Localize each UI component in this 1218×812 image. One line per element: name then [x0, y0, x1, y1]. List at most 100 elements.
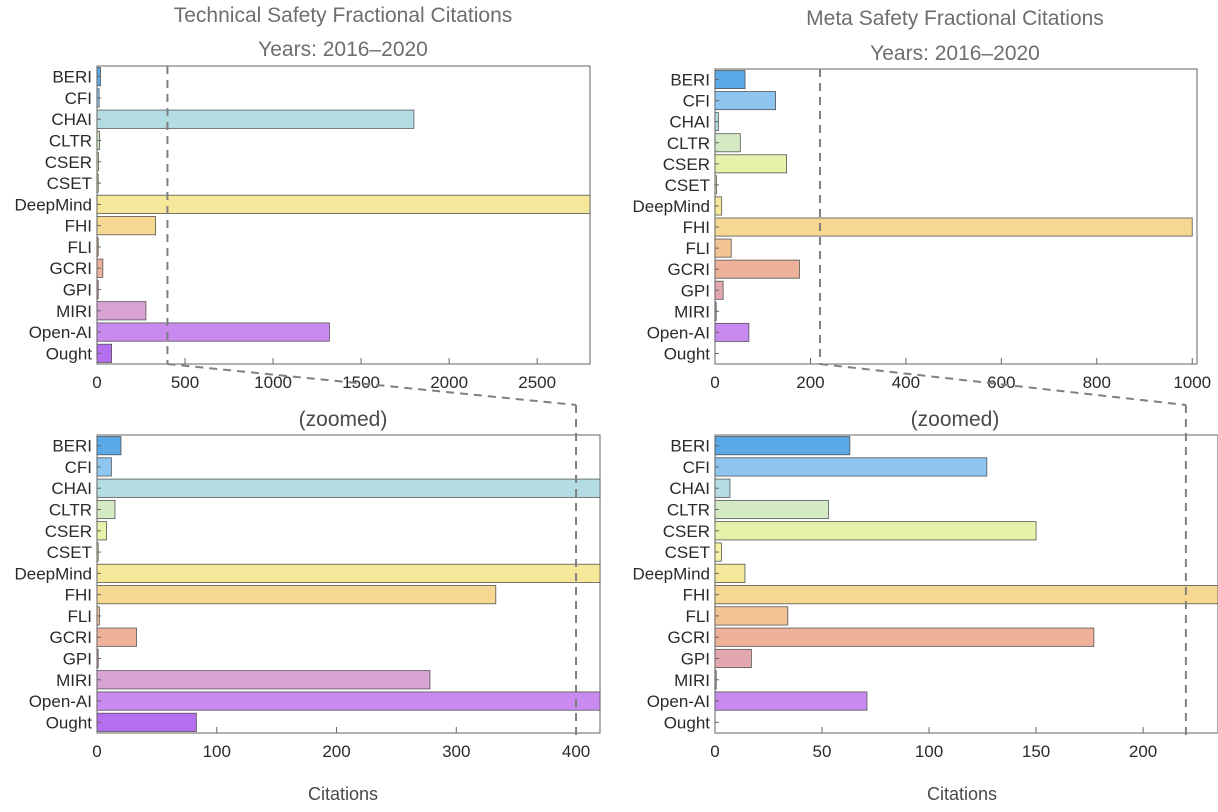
category-label-fli: FLI — [67, 607, 92, 626]
category-label-cltr: CLTR — [49, 132, 92, 151]
x-tick-label: 2000 — [430, 373, 468, 392]
bar-chai — [96, 109, 415, 129]
bar-cser — [714, 154, 787, 174]
x-tick-label: 150 — [1022, 742, 1050, 761]
category-label-fli: FLI — [685, 607, 710, 626]
category-label-ought: Ought — [46, 713, 93, 732]
bar-miri — [96, 301, 147, 321]
category-label-deepmind: DeepMind — [633, 197, 711, 216]
chart-subtitle-meta: Years: 2016–2020 — [870, 42, 1040, 65]
category-label-fhi: FHI — [65, 586, 92, 605]
bar-ought — [96, 712, 197, 732]
category-label-miri: MIRI — [56, 302, 92, 321]
x-tick-label: 400 — [892, 373, 920, 392]
bar-beri — [714, 436, 851, 456]
category-label-cser: CSER — [45, 522, 92, 541]
bar-open-ai — [96, 322, 330, 342]
category-label-fli: FLI — [67, 238, 92, 257]
x-axis-label-meta: Citations — [927, 784, 997, 804]
zoom-connector-line — [819, 363, 1187, 406]
category-label-deepmind: DeepMind — [15, 564, 93, 583]
bar-gcri — [714, 259, 800, 279]
bar-open-ai — [714, 691, 868, 711]
category-label-cset: CSET — [47, 174, 92, 193]
bar-beri — [714, 70, 746, 89]
category-label-cset: CSET — [665, 543, 710, 562]
category-label-ought: Ought — [664, 713, 711, 732]
bar-gcri — [714, 627, 1095, 647]
x-tick-label: 50 — [813, 742, 832, 761]
category-label-gpi: GPI — [681, 281, 710, 300]
category-label-ought: Ought — [664, 344, 711, 363]
category-label-cltr: CLTR — [667, 134, 710, 153]
category-label-gcri: GCRI — [668, 260, 711, 279]
zoomed-title-meta: (zoomed) — [911, 408, 1000, 431]
category-label-beri: BERI — [670, 437, 710, 456]
category-label-chai: CHAI — [669, 479, 710, 498]
x-tick-label: 300 — [442, 742, 470, 761]
category-label-cfi: CFI — [683, 92, 710, 111]
category-label-deepmind: DeepMind — [633, 564, 711, 583]
plot-frame — [96, 434, 601, 734]
chart-title-technical: Technical Safety Fractional Citations — [174, 4, 513, 27]
category-label-gcri: GCRI — [668, 628, 711, 647]
category-label-cset: CSET — [665, 176, 710, 195]
category-label-cser: CSER — [45, 153, 92, 172]
bar-deepmind — [714, 563, 746, 583]
category-label-fli: FLI — [685, 239, 710, 258]
bar-cser — [714, 521, 1037, 541]
bar-gpi — [714, 648, 752, 669]
category-label-open-ai: Open-AI — [647, 692, 710, 711]
x-tick-label: 0 — [92, 373, 101, 392]
bar-deepmind — [96, 194, 591, 214]
x-tick-label: 100 — [915, 742, 943, 761]
bar-fhi — [96, 585, 497, 605]
category-label-gcri: GCRI — [50, 259, 93, 278]
category-label-gcri: GCRI — [50, 628, 93, 647]
category-label-ought: Ought — [46, 344, 93, 363]
x-tick-label: 0 — [92, 742, 101, 761]
chart-subtitle-technical: Years: 2016–2020 — [258, 38, 428, 61]
bar-cfi — [714, 91, 777, 111]
bar-fhi — [714, 217, 1193, 237]
category-label-fhi: FHI — [683, 218, 710, 237]
category-label-open-ai: Open-AI — [29, 692, 92, 711]
category-label-gpi: GPI — [681, 650, 710, 669]
zoomed-title-technical: (zoomed) — [299, 408, 388, 431]
plot-frame — [714, 434, 1218, 734]
bar-open-ai — [714, 322, 750, 342]
bar-fhi — [96, 216, 157, 236]
category-label-cltr: CLTR — [667, 501, 710, 520]
x-tick-label: 500 — [171, 373, 199, 392]
category-label-cfi: CFI — [65, 458, 92, 477]
category-label-chai: CHAI — [669, 113, 710, 132]
x-tick-label: 800 — [1083, 373, 1111, 392]
plot-frame — [714, 68, 1198, 365]
bar-fhi — [714, 585, 1218, 605]
category-label-gpi: GPI — [63, 650, 92, 669]
category-label-fhi: FHI — [683, 586, 710, 605]
category-label-cfi: CFI — [65, 89, 92, 108]
x-tick-label: 600 — [987, 373, 1015, 392]
zoom-connector-line — [167, 363, 577, 406]
category-label-deepmind: DeepMind — [15, 195, 93, 214]
category-label-cser: CSER — [663, 155, 710, 174]
bar-miri — [96, 670, 431, 690]
bar-cfi — [714, 457, 988, 477]
category-label-chai: CHAI — [51, 110, 92, 129]
plot-frame — [96, 65, 591, 365]
category-label-cser: CSER — [663, 522, 710, 541]
x-tick-label: 200 — [1129, 742, 1157, 761]
category-label-open-ai: Open-AI — [29, 323, 92, 342]
category-label-beri: BERI — [52, 68, 92, 87]
x-tick-label: 1500 — [342, 373, 380, 392]
category-label-cltr: CLTR — [49, 501, 92, 520]
category-label-fhi: FHI — [65, 217, 92, 236]
zoom-connectors — [167, 363, 1187, 406]
x-tick-label: 2500 — [518, 373, 556, 392]
chart-title-meta: Meta Safety Fractional Citations — [806, 7, 1104, 30]
category-label-miri: MIRI — [56, 671, 92, 690]
bar-chai — [96, 478, 601, 498]
x-tick-label: 0 — [710, 742, 719, 761]
